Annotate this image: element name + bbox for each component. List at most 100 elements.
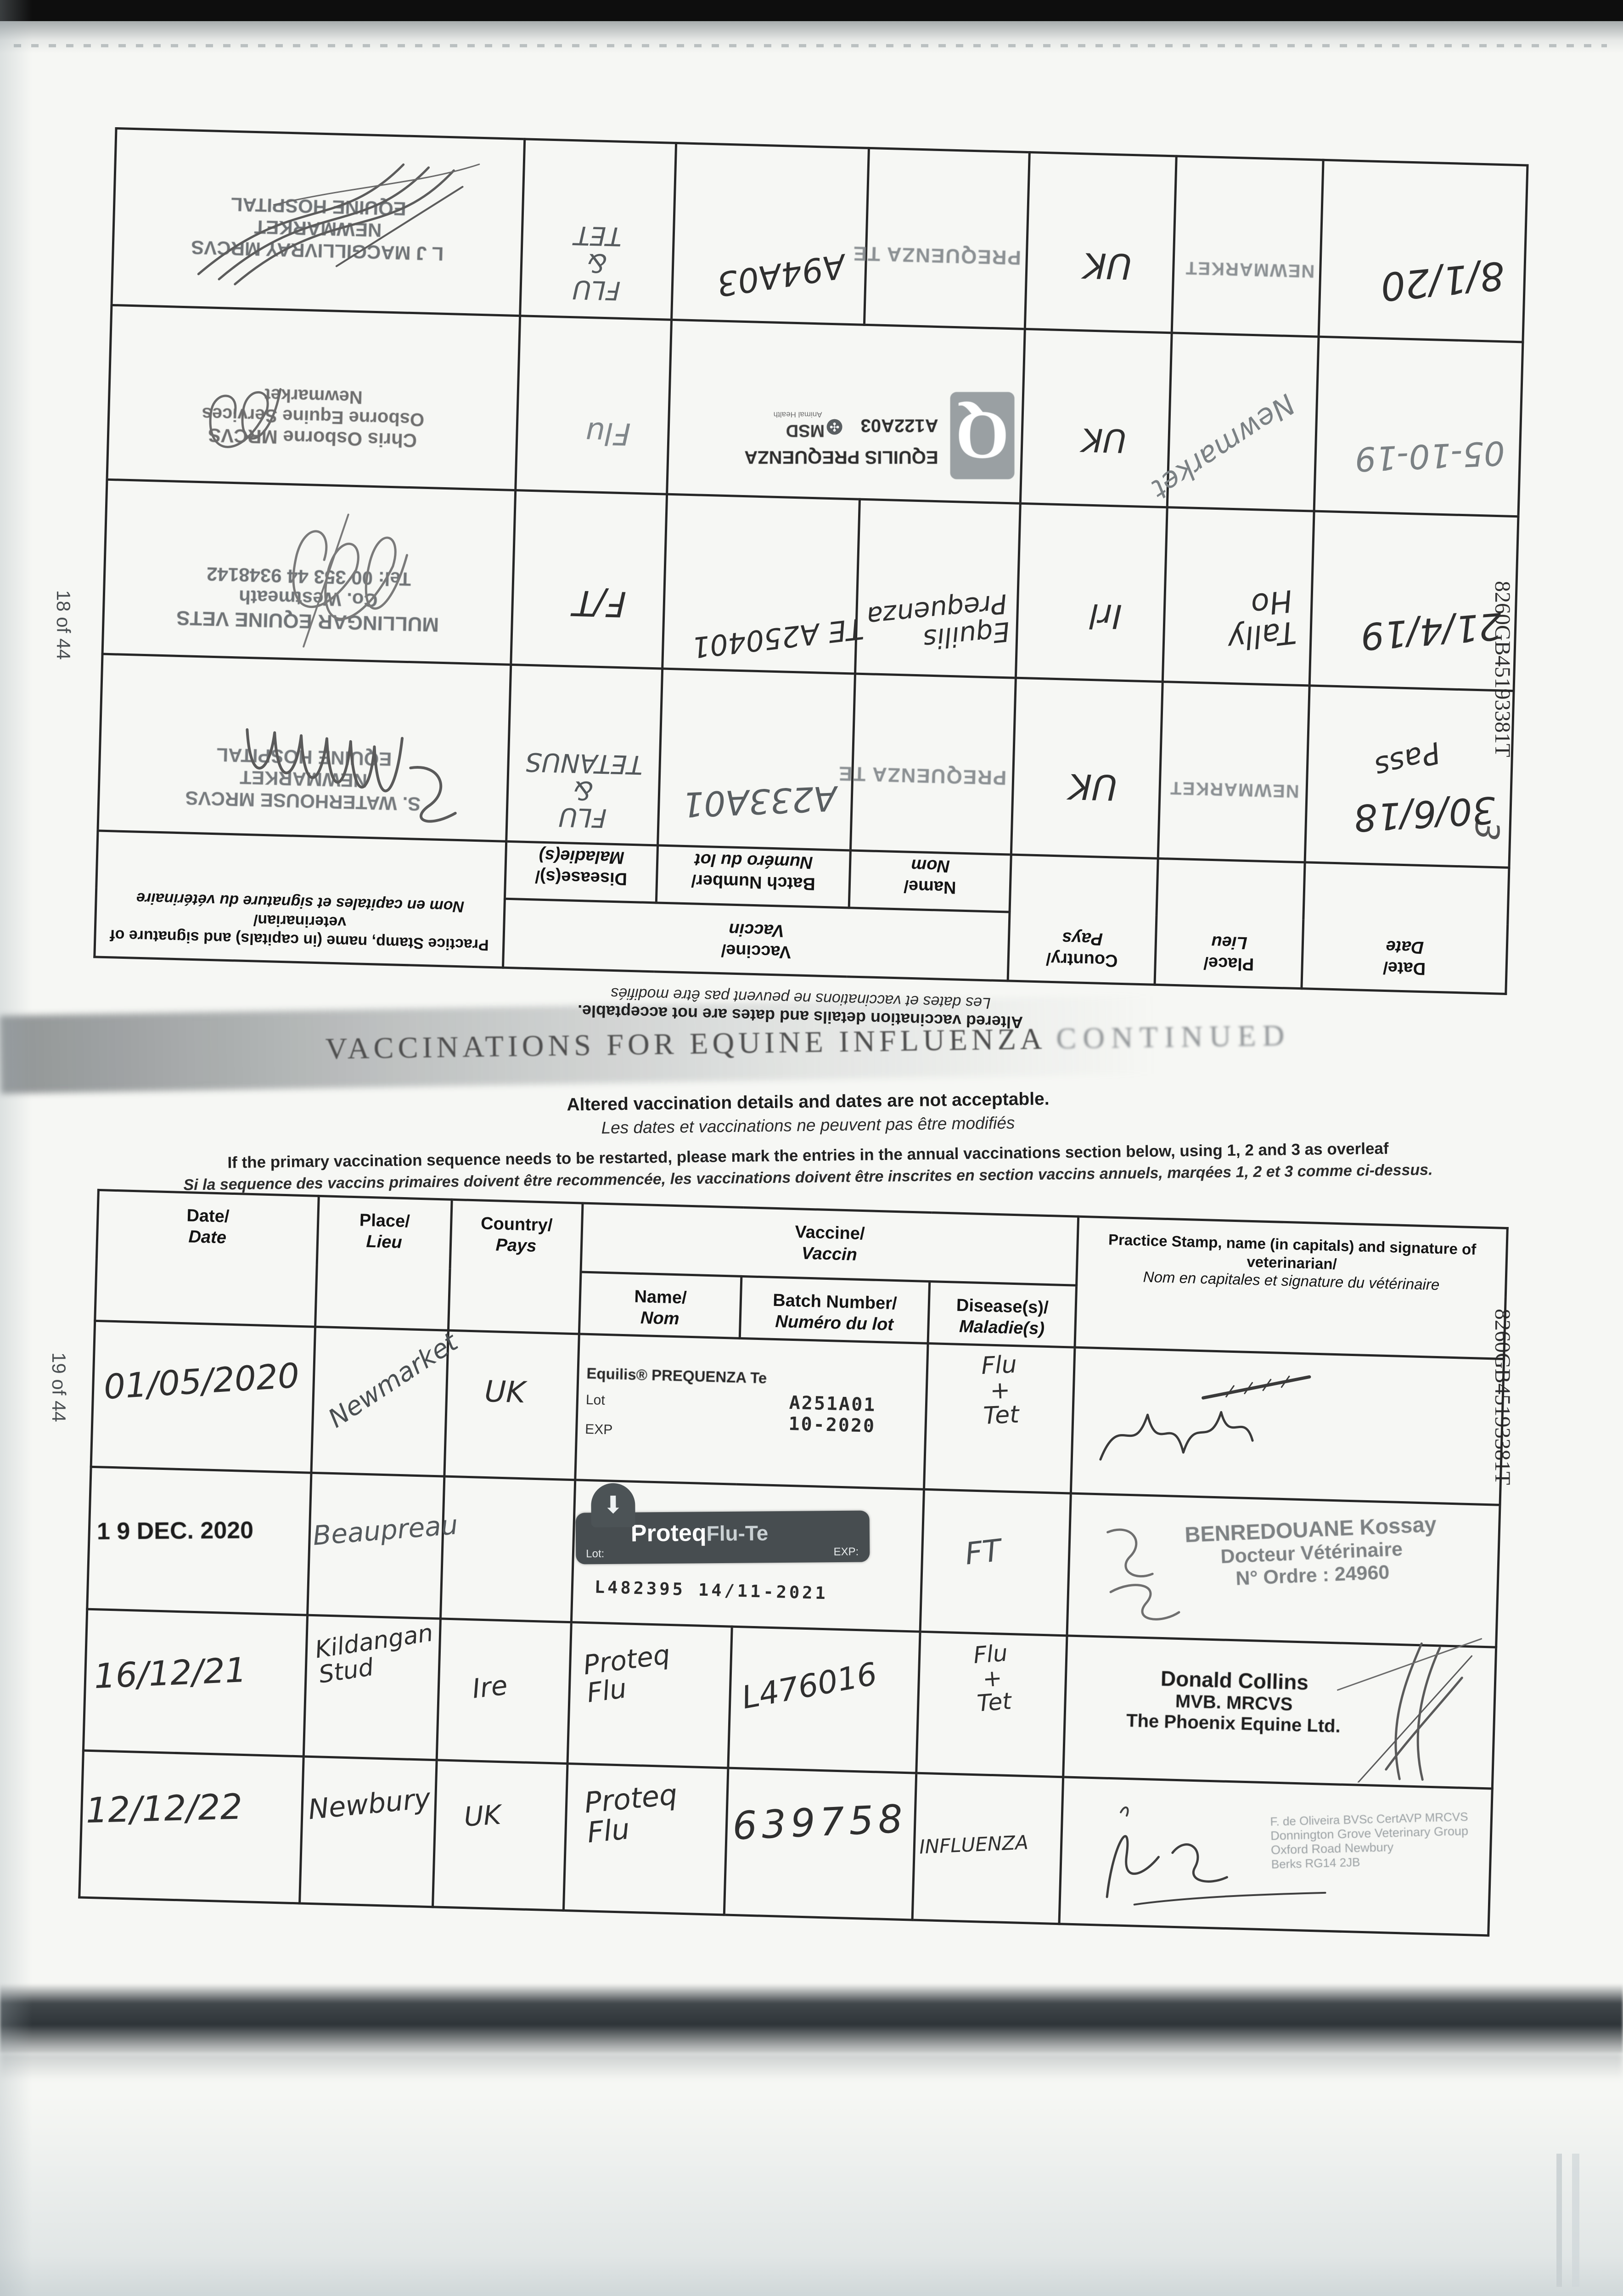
- header-place: Place/Lieu: [315, 1196, 452, 1331]
- vaccine-name-value: Equilis Prequenza: [865, 588, 1011, 655]
- vaccine-name-cell: PREQUENZA TE: [852, 148, 1030, 329]
- scan-dark-band: [0, 1984, 1623, 2053]
- header-vaccine: Vaccine/Vaccin: [503, 899, 1010, 981]
- practice-stamp-cell: S. WATERHOUSE MRCVS NEWMARKET EQUINE HOS…: [97, 654, 511, 842]
- vaccine-name-value: Proteq Flu: [583, 1777, 679, 1850]
- date-cell: 12/12/22: [79, 1750, 304, 1903]
- disease-line: Flu: [585, 415, 631, 452]
- place-value: Tally Ho: [1225, 583, 1298, 658]
- country-value: UK: [463, 1799, 502, 1833]
- equilis-label: Equilis® PREQUENZA Te Lot EXP A251A01 10…: [585, 1365, 908, 1446]
- disease-line: F/T: [572, 582, 627, 625]
- country-value: UK: [1068, 765, 1118, 808]
- header-stamp: Practice Stamp, name (in capitals) and s…: [1074, 1216, 1508, 1359]
- date-value: 16/12/21: [93, 1650, 247, 1697]
- place-cell: Newmarket: [1146, 332, 1319, 512]
- sticker-product: Flu-Te: [706, 1521, 769, 1546]
- sticker-brand: Proteq: [630, 1519, 707, 1547]
- disease-cell: Flu + Tet: [924, 1343, 1075, 1494]
- practice-stamp-cell: [1071, 1347, 1504, 1505]
- date-value: 12/12/22: [85, 1786, 243, 1831]
- vaccination-table-bottom: Date/Date Place/Lieu Country/Pays Vaccin…: [78, 1189, 1509, 1937]
- scan-edge-shadow: [0, 21, 1623, 53]
- header-batch: Batch Number/Numéro du lot: [740, 1276, 930, 1344]
- vaccination-table-top: Date/Date Place/Lieu Country/Pays Vaccin…: [93, 127, 1528, 995]
- table-row: 01/05/2020 Newmarket UK Equilis® PREQUEN…: [91, 1321, 1504, 1505]
- vaccine-name-cell: PREQUENZA TE: [837, 674, 1016, 855]
- place-stamp: NEWMARKET: [1185, 258, 1315, 281]
- proteq-sticker: ⬇ ProteqFlu-Te Lot: EXP:: [575, 1483, 870, 1564]
- country-value: UK: [484, 1374, 526, 1410]
- equilis-q-sticker: Q EQUILIS PREQUENZA A122A03 ✣ MSD Animal…: [670, 392, 1015, 479]
- disease-cell: FLU & TET: [520, 139, 676, 320]
- table-row: 8/1/20 NEWMARKET UK PREQUENZA TE A94A03 …: [111, 128, 1528, 342]
- signature: [1106, 1806, 1326, 1906]
- scan-dotted-line: [14, 44, 1607, 47]
- lot-label: Lot: [585, 1392, 606, 1408]
- date-cell: 21/4/19: [1309, 511, 1518, 691]
- disease-line: FLU: [572, 274, 621, 305]
- batch-cell: A94A03: [671, 143, 869, 325]
- table-row: 21/4/19 Tally Ho Irl Equilis Prequenza T…: [102, 479, 1518, 691]
- disease-cell: FT: [920, 1489, 1071, 1636]
- header-disease: Disease(s)/Maladie(s): [505, 841, 658, 903]
- batch-cell: A233A01: [657, 669, 855, 850]
- country-value: Ire: [470, 1669, 509, 1705]
- lot-label: Lot:: [586, 1548, 605, 1560]
- upside-down-page-section: Altered vaccination details and dates ar…: [94, 126, 1528, 1045]
- disease-line: TET: [573, 220, 623, 252]
- header-date: Date/Date: [95, 1190, 319, 1327]
- disease-cell: INFLUENZA: [912, 1773, 1063, 1924]
- place-value: Kildangan Stud: [313, 1619, 435, 1689]
- country-cell: UK: [432, 1760, 568, 1911]
- date-cell: 1 9 DEC. 2020: [87, 1467, 311, 1615]
- header-disease: Disease(s)/Maladie(s): [928, 1281, 1077, 1348]
- page-section-bottom: Date/Date Place/Lieu Country/Pays Vaccin…: [78, 1189, 1509, 1937]
- country-cell: UK: [1025, 152, 1177, 333]
- vaccine-name-cell: Q EQUILIS PREQUENZA A122A03 ✣ MSD Animal…: [667, 320, 1025, 504]
- vaccine-name-stamp: PREQUENZA TE: [837, 762, 1007, 789]
- date-cell: 8/1/20: [1319, 160, 1528, 342]
- proteq-arrow-icon: ⬇: [591, 1483, 635, 1528]
- sticker-brand: MSD: [786, 421, 825, 440]
- signature: [1106, 1528, 1180, 1621]
- batch-value: A233A01: [681, 778, 838, 824]
- batch-value: 639758: [731, 1796, 908, 1849]
- disease-cell: FLU & TETANUS: [506, 664, 663, 845]
- signature: [1337, 1638, 1483, 1784]
- country-cell: Ire: [437, 1618, 572, 1764]
- sticker-batch-line: L482395 14/11-2021: [594, 1577, 829, 1604]
- vaccine-name-cell: Proteq Flu: [563, 1763, 728, 1915]
- signature: [1099, 1375, 1311, 1461]
- date-stamp: 1 9 DEC. 2020: [96, 1517, 254, 1545]
- header-name: Name/Nom: [579, 1272, 741, 1339]
- batch-cell: 639758: [724, 1768, 916, 1920]
- page-number-left-top: 18 of 44: [53, 590, 74, 660]
- section-title-suffix: CONTINUED: [1056, 1019, 1291, 1056]
- header-place: Place/Lieu: [1154, 858, 1305, 989]
- place-cell: Tally Ho: [1162, 507, 1314, 686]
- practice-stamp-cell: F. de Oliveira BVSc CertAVP MRCVS Donnin…: [1059, 1777, 1493, 1936]
- place-cell: NEWMARKET: [1172, 156, 1324, 337]
- place-value: Newbury: [307, 1782, 432, 1826]
- table-row: 1 9 DEC. 2020 Beaupreau ⬇ ProteqFlu-Te L…: [87, 1467, 1500, 1648]
- table-row: 05-10-19 Newmarket UK Q EQUILIS PREQUENZ…: [107, 305, 1523, 517]
- practice-stamp-cell: L J MACGILLIVRAY MRCVS NEWMARKET EQUINE …: [111, 128, 525, 316]
- place-cell: Beaupreau: [307, 1473, 459, 1619]
- country-cell: UK: [1020, 329, 1172, 507]
- exp-label: EXP:: [833, 1545, 859, 1559]
- batch-value: A94A03: [714, 246, 848, 304]
- scan-stripe: [1572, 2154, 1579, 2287]
- vaccine-name-stamp: PREQUENZA TE: [852, 242, 1022, 269]
- section-title-text: VACCINATIONS FOR EQUINE INFLUENZA: [325, 1022, 1045, 1066]
- date-value: 30/6/18: [1353, 788, 1497, 840]
- batch-value: TE A250401: [690, 611, 865, 665]
- scan-stripe: [1556, 2154, 1562, 2287]
- country-cell: UK: [1011, 678, 1163, 859]
- header-stamp: Practice Stamp, name (in capitals) and s…: [94, 830, 506, 968]
- practice-stamp-cell: MULLINGAR EQUINE VETS Co. Westmeath Tel:…: [102, 479, 516, 665]
- disease-cell: Flu: [515, 315, 672, 495]
- signature: [246, 728, 457, 823]
- sticker-batch: A122A03: [860, 415, 938, 436]
- header-date: Date/Date: [1301, 862, 1509, 994]
